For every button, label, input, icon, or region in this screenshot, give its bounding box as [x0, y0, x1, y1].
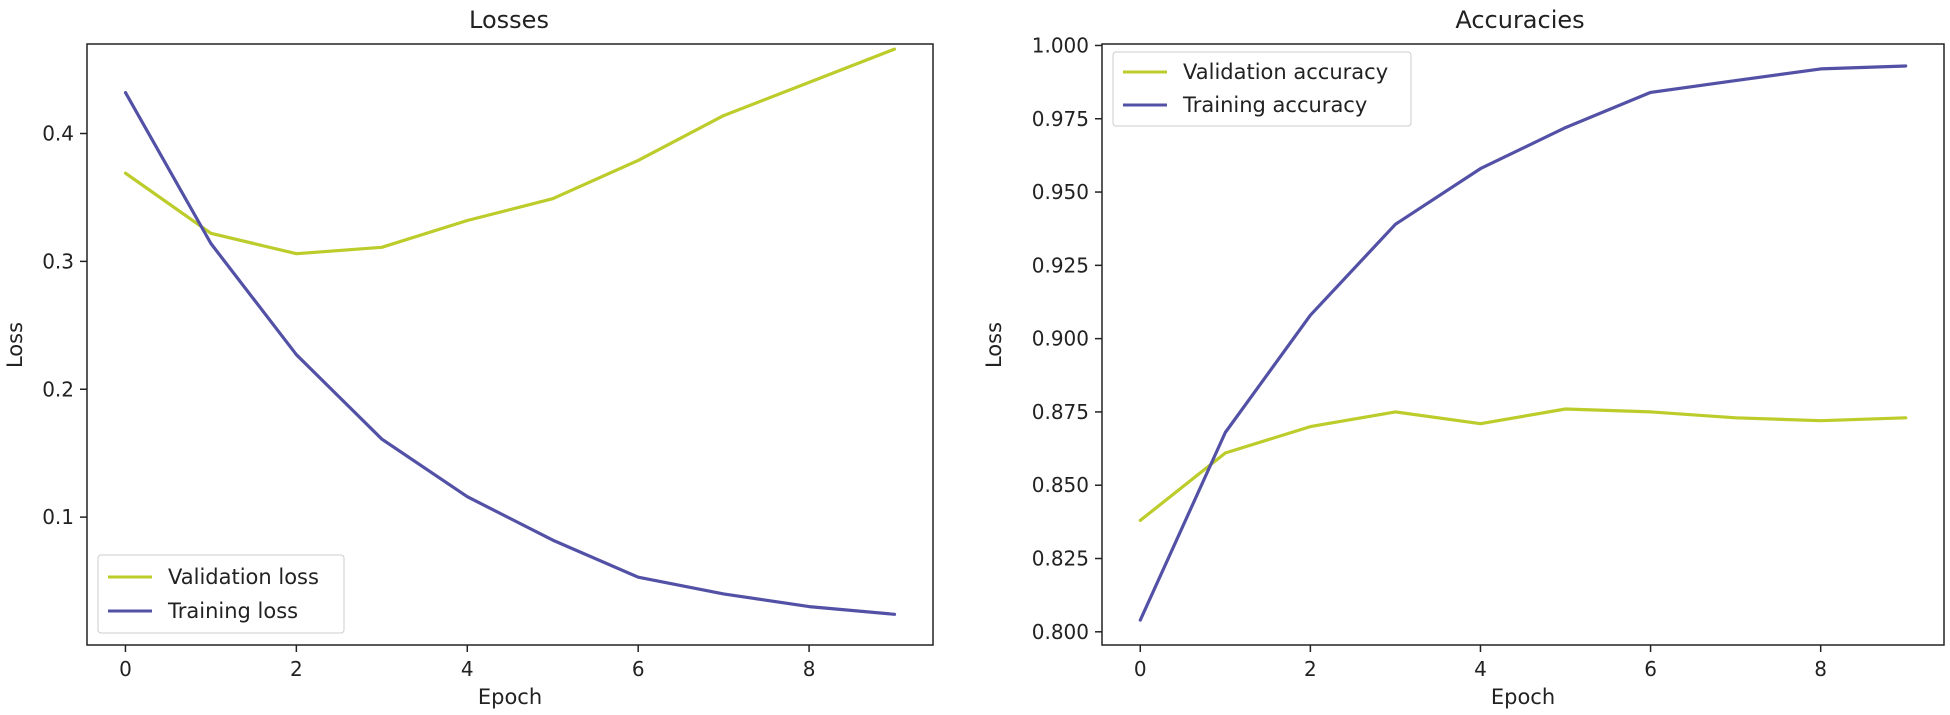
- legend: Validation loss Training loss: [97, 554, 345, 634]
- x-tick-label: 2: [1304, 657, 1317, 681]
- y-tick-label: 0.950: [1032, 180, 1089, 204]
- x-tick-label: 0: [1134, 657, 1147, 681]
- x-tick-label: 4: [1474, 657, 1487, 681]
- y-tick-label: 0.4: [42, 122, 74, 146]
- y-tick-label: 0.925: [1032, 253, 1089, 277]
- losses-chart: Losses 0 2 4 6 8 0.1 0.2 0.3 0.4 Epoch Loss Val…: [3, 6, 934, 709]
- y-tick-label: 0.975: [1032, 107, 1089, 131]
- series-lines: [123, 47, 897, 616]
- series-line-training-loss: [123, 90, 897, 616]
- legend-frame: [1112, 51, 1412, 127]
- legend-label-validation-loss: Validation loss: [168, 565, 319, 589]
- y-tick-label: 0.3: [42, 249, 74, 273]
- x-axis-label: Epoch: [478, 685, 542, 709]
- y-tick-label: 0.850: [1032, 473, 1089, 497]
- y-axis-label: Loss: [3, 322, 27, 368]
- series-line-validation-loss: [123, 47, 897, 256]
- series-line-training-accuracy: [1138, 64, 1908, 622]
- x-tick-label: 8: [1814, 657, 1827, 681]
- x-tick-label: 4: [461, 657, 474, 681]
- y-axis-ticks: 0.800 0.825 0.850 0.875 0.900 0.925 0.950 0.975…: [1032, 33, 1102, 644]
- series-lines: [1138, 64, 1908, 622]
- x-tick-label: 0: [119, 657, 132, 681]
- y-tick-label: 0.1: [42, 505, 74, 529]
- x-axis-ticks: 0 2 4 6 8: [119, 645, 815, 681]
- y-tick-label: 0.800: [1032, 620, 1089, 644]
- y-tick-label: 0.900: [1032, 327, 1089, 351]
- x-tick-label: 6: [1644, 657, 1657, 681]
- plot-frame: [86, 43, 934, 646]
- x-tick-label: 8: [803, 657, 816, 681]
- x-tick-label: 6: [632, 657, 645, 681]
- chart-title: Accuracies: [1455, 6, 1584, 34]
- y-tick-label: 0.2: [42, 377, 74, 401]
- x-axis-label: Epoch: [1491, 685, 1555, 709]
- legend-label-training-accuracy: Training accuracy: [1182, 93, 1367, 117]
- y-axis-ticks: 0.1 0.2 0.3 0.4: [42, 122, 87, 529]
- legend: Validation accuracy Training accuracy: [1112, 51, 1412, 127]
- y-tick-label: 0.875: [1032, 400, 1089, 424]
- plot-frame: [1101, 43, 1945, 646]
- y-tick-label: 1.000: [1032, 33, 1089, 57]
- y-tick-label: 0.825: [1032, 547, 1089, 571]
- legend-frame: [97, 554, 345, 634]
- x-axis-ticks: 0 2 4 6 8: [1134, 645, 1827, 681]
- y-axis-label: Loss: [982, 322, 1006, 368]
- chart-title: Losses: [469, 6, 549, 34]
- legend-label-validation-accuracy: Validation accuracy: [1183, 60, 1388, 84]
- legend-label-training-loss: Training loss: [167, 599, 298, 623]
- series-line-validation-accuracy: [1138, 407, 1908, 523]
- accuracies-chart: Accuracies 0 2 4 6 8 0.800 0.825 0.850 0.875 0.9…: [982, 6, 1945, 709]
- x-tick-label: 2: [290, 657, 303, 681]
